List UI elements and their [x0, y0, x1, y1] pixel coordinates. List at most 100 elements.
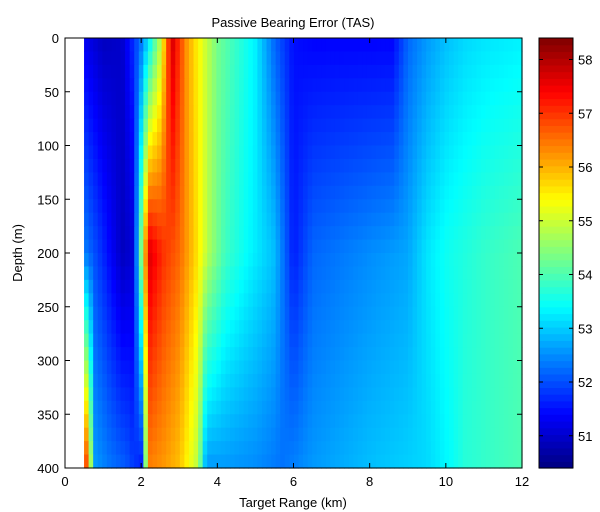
heatmap-cell [357, 266, 363, 281]
heatmap-cell [202, 105, 208, 120]
heatmap-cell [193, 306, 199, 321]
heatmap-cell [125, 360, 131, 375]
heatmap-cell [97, 293, 103, 308]
heatmap-cell [88, 78, 94, 93]
heatmap-cell [385, 253, 391, 268]
colorbar-cell [539, 434, 573, 442]
heatmap-cell [444, 441, 450, 456]
heatmap-cell [115, 226, 122, 241]
heatmap-cell [84, 279, 90, 294]
heatmap-cell [330, 105, 336, 120]
heatmap-cell [248, 373, 254, 388]
heatmap-cell [458, 387, 464, 402]
heatmap-cell [376, 441, 382, 456]
heatmap-cell [508, 145, 514, 160]
heatmap-cell [426, 333, 432, 348]
heatmap-cell [462, 441, 468, 456]
heatmap-cell [471, 320, 477, 335]
heatmap-cell [430, 266, 436, 281]
heatmap-cell [106, 172, 113, 187]
heatmap-cell [93, 239, 99, 254]
heatmap-cell [161, 347, 167, 362]
heatmap-cell [157, 347, 163, 362]
heatmap-cell [449, 414, 455, 429]
heatmap-cell [252, 105, 258, 120]
heatmap-cell [407, 253, 414, 268]
heatmap-cell [508, 347, 514, 362]
heatmap-cell [230, 239, 236, 254]
heatmap-cell [175, 454, 181, 469]
heatmap-cell [179, 226, 186, 241]
heatmap-cell [230, 132, 236, 147]
heatmap-cell [220, 105, 227, 120]
heatmap-cell [303, 38, 309, 53]
heatmap-cell [480, 226, 487, 241]
heatmap-cell [517, 38, 523, 53]
heatmap-cell [152, 64, 158, 79]
heatmap-cell [426, 279, 432, 294]
heatmap-cell [339, 38, 345, 53]
heatmap-cell [312, 118, 318, 133]
heatmap-cell [266, 441, 272, 456]
heatmap-cell [129, 333, 135, 348]
heatmap-cell [220, 306, 227, 321]
heatmap-cell [216, 400, 222, 415]
heatmap-cell [275, 51, 281, 66]
heatmap-cell [389, 185, 395, 200]
heatmap-cell [198, 51, 204, 66]
heatmap-cell [321, 132, 327, 147]
colorbar-cell [539, 192, 573, 200]
heatmap-cell [202, 360, 208, 375]
heatmap-cell [380, 387, 386, 402]
heatmap-cell [303, 78, 309, 93]
heatmap-cell [485, 199, 491, 214]
heatmap-cell [88, 454, 94, 469]
heatmap-cell [147, 38, 154, 53]
heatmap-cell [198, 306, 204, 321]
heatmap-cell [161, 400, 167, 415]
heatmap-cell [435, 387, 441, 402]
heatmap-cell [362, 239, 368, 254]
heatmap-cell [275, 78, 281, 93]
heatmap-cell [275, 239, 281, 254]
heatmap-cell [334, 333, 341, 348]
x-tick-label: 8 [366, 474, 373, 489]
heatmap-cell [111, 78, 117, 93]
heatmap-cell [330, 226, 336, 241]
colorbar-cell [539, 326, 573, 335]
heatmap-cell [239, 51, 245, 66]
heatmap-cell [248, 51, 254, 66]
colorbar-cell [539, 64, 573, 73]
heatmap-cell [266, 172, 272, 187]
heatmap-cell [471, 172, 477, 187]
colorbar-cell [539, 447, 573, 456]
heatmap-cell [421, 387, 427, 402]
heatmap-cell [248, 132, 254, 147]
heatmap-cell [179, 212, 186, 227]
plot-area [64, 37, 523, 469]
heatmap-cell [216, 212, 222, 227]
heatmap-cell [188, 158, 195, 173]
heatmap-cell [403, 414, 409, 429]
heatmap-cell [303, 333, 309, 348]
heatmap-cell [211, 172, 217, 187]
heatmap-cell [480, 158, 487, 173]
heatmap-cell [225, 51, 231, 66]
heatmap-cell [407, 212, 414, 227]
heatmap-cell [207, 172, 213, 187]
heatmap-cell [202, 293, 208, 308]
heatmap-cell [426, 158, 432, 173]
heatmap-cell [93, 414, 99, 429]
heatmap-cell [467, 253, 473, 268]
heatmap-cell [353, 64, 359, 79]
heatmap-cell [211, 105, 217, 120]
heatmap-cell [430, 78, 436, 93]
heatmap-cell [417, 253, 423, 268]
heatmap-cell [458, 158, 464, 173]
heatmap-cell [394, 266, 400, 281]
heatmap-cell [115, 360, 122, 375]
heatmap-cell [179, 118, 186, 133]
heatmap-cell [453, 373, 459, 388]
heatmap-cell [115, 373, 122, 388]
heatmap-cell [275, 279, 281, 294]
